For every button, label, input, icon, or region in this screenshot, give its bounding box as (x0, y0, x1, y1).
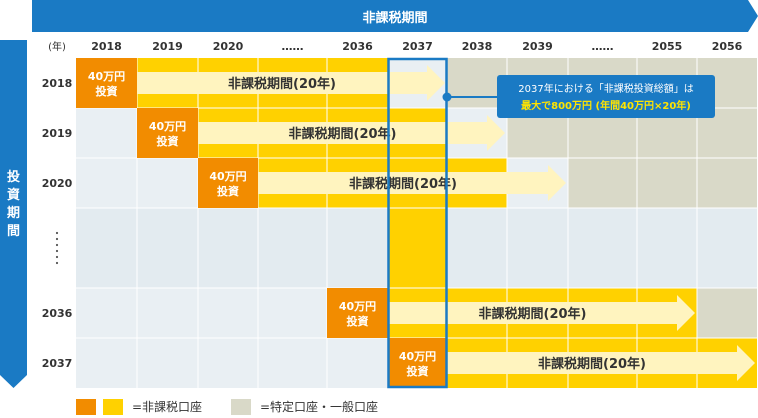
column-year: …… (282, 40, 304, 53)
arrow-label: 非課税期間(20年) (289, 126, 397, 142)
invest-word: 投資 (347, 314, 369, 328)
row-ellipsis: …… (0, 0, 59, 265)
arrow-label: 非課税期間(20年) (228, 76, 336, 92)
year-unit: (年) (48, 40, 66, 53)
legend-general-label: =特定口座・一般口座 (260, 400, 379, 414)
side-label-char: 間 (7, 224, 20, 239)
invest-amount: 40万円 (209, 170, 246, 183)
arrow-label: 非課税期間(20年) (349, 176, 457, 192)
column-year: 2039 (522, 40, 553, 53)
invest-box (76, 58, 137, 108)
ellipsis-dot (55, 255, 59, 259)
taxfree-arrow (447, 345, 755, 381)
legend-orange-swatch (76, 399, 96, 415)
side-label-char: 投 (7, 169, 20, 185)
column-year: 2055 (652, 40, 683, 53)
callout-dot (442, 92, 452, 102)
column-year: 2019 (152, 40, 183, 53)
column-year: …… (592, 40, 614, 53)
side-label-char: 資 (7, 187, 20, 203)
row-year: 2019 (42, 127, 73, 140)
invest-box (327, 288, 388, 338)
legend-gray-swatch (231, 399, 251, 415)
invest-box (198, 158, 258, 208)
invest-box (388, 338, 447, 388)
ellipsis-dot (55, 243, 59, 247)
arrow-label: 非課税期間(20年) (538, 356, 646, 372)
taxfree-band (388, 208, 447, 288)
row-year: 2020 (42, 177, 73, 190)
row-year: 2036 (42, 307, 73, 320)
highlight-2037 (387, 57, 448, 389)
row-year: 2037 (42, 357, 73, 370)
column-year: 2018 (91, 40, 122, 53)
column-year: 2020 (213, 40, 244, 53)
invest-word: 投資 (407, 364, 429, 378)
header-band (32, 0, 758, 32)
invest-amount: 40万円 (88, 70, 125, 83)
row-ellipsis-text: …… (0, 0, 2, 1)
arrow-label: 非課税期間(20年) (479, 306, 587, 322)
invest-word: 投資 (157, 134, 179, 148)
invest-amount: 40万円 (149, 120, 186, 133)
callout-box (497, 75, 715, 118)
column-year: 2056 (712, 40, 743, 53)
invest-box (137, 108, 198, 158)
invest-word: 投資 (96, 84, 118, 98)
column-year: 2038 (462, 40, 493, 53)
legend-taxfree-label: =非課税口座 (132, 400, 203, 414)
column-year: 2036 (342, 40, 373, 53)
side-band (0, 40, 27, 388)
invest-amount: 40万円 (399, 350, 436, 363)
taxfree-arrow (258, 165, 566, 201)
legend: =非課税口座 =特定口座・一般口座 (76, 399, 406, 415)
legend-yellow-swatch (103, 399, 123, 415)
ellipsis-dot (55, 231, 59, 235)
callout-line2: 最大で800万円 (年間40万円×20年) (521, 99, 691, 112)
taxfree-arrow (137, 65, 445, 101)
row-year: 2018 (42, 77, 73, 90)
ellipsis-dot (55, 261, 59, 265)
taxfree-arrow (388, 295, 695, 331)
ellipsis-dot (55, 249, 59, 253)
general-area (568, 158, 757, 208)
taxfree-arrow (198, 115, 505, 151)
side-label-char: 期 (7, 206, 20, 221)
ellipsis-dot (55, 237, 59, 241)
callout-line1: 2037年における「非課税投資総額」は (518, 82, 693, 95)
general-area (697, 288, 757, 338)
header-label: 非課税期間 (362, 10, 427, 26)
invest-amount: 40万円 (339, 300, 376, 313)
invest-word: 投資 (217, 184, 239, 198)
column-year: 2037 (402, 40, 433, 53)
